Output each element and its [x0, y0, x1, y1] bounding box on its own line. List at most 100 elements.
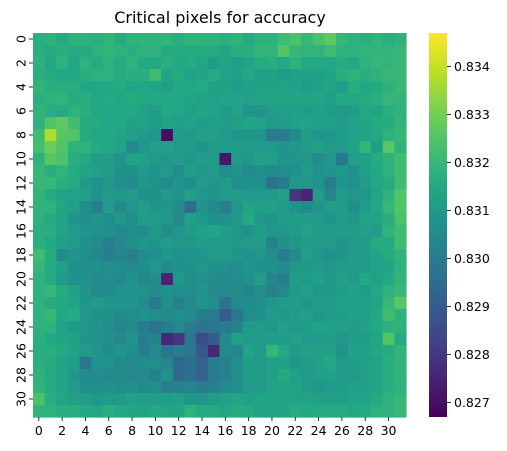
heatmap-cell — [126, 213, 139, 226]
heatmap-cell — [91, 165, 104, 178]
heatmap-cell — [196, 393, 209, 406]
heatmap-cell — [394, 141, 407, 154]
heatmap-cell — [207, 69, 221, 82]
heatmap-cell — [196, 297, 209, 310]
heatmap-cell — [172, 237, 186, 250]
heatmap-cell — [114, 117, 127, 130]
heatmap-cell — [44, 321, 57, 334]
y-tick-label: 12 — [14, 175, 29, 191]
heatmap-cell — [359, 117, 372, 130]
heatmap-cell — [289, 309, 302, 322]
heatmap-cell — [266, 369, 279, 382]
heatmap-cell — [161, 165, 174, 178]
heatmap-cell — [102, 357, 116, 370]
heatmap-cell — [33, 117, 46, 130]
heatmap-cell — [394, 297, 407, 310]
heatmap-cell — [254, 381, 267, 394]
heatmap-cell — [336, 33, 349, 46]
heatmap-cell — [347, 45, 360, 58]
heatmap-cell — [231, 393, 244, 406]
heatmap-cell — [359, 309, 372, 322]
heatmap-cell — [371, 141, 384, 154]
heatmap-cell — [266, 405, 279, 418]
heatmap-cell — [137, 285, 151, 298]
colorbar-tick-label: 0.832 — [454, 155, 490, 170]
heatmap-cell — [324, 201, 337, 214]
heatmap-cell — [184, 393, 197, 406]
heatmap-cell — [324, 57, 337, 70]
heatmap-cell — [184, 297, 197, 310]
heatmap-cell — [56, 201, 69, 214]
heatmap-cell — [102, 309, 116, 322]
heatmap-cell — [33, 345, 46, 358]
heatmap-cell — [102, 201, 116, 214]
heatmap-cell — [184, 369, 197, 382]
heatmap-cell — [301, 105, 314, 118]
heatmap-cell — [67, 57, 81, 70]
heatmap-cell — [91, 129, 104, 142]
heatmap-cell — [312, 93, 326, 106]
heatmap-cell — [219, 81, 232, 94]
heatmap-cell — [79, 381, 92, 394]
heatmap-cell — [301, 81, 314, 94]
heatmap-cell — [149, 33, 162, 46]
heatmap-cell — [336, 189, 349, 202]
x-axis: 0 2 4 6 8 10 12 14 16 18 20 22 24 26 28 30 — [35, 417, 397, 438]
heatmap-cell — [394, 57, 407, 70]
heatmap-cell — [347, 249, 360, 262]
heatmap-cell — [56, 57, 69, 70]
colorbar-tick-label: 0.833 — [454, 107, 490, 122]
heatmap-cell — [277, 153, 291, 166]
heatmap-cell — [394, 69, 407, 82]
heatmap-cell — [266, 153, 279, 166]
heatmap-cell — [44, 129, 57, 142]
heatmap-cell — [254, 273, 267, 286]
heatmap-cell — [289, 189, 302, 202]
heatmap-cell — [394, 189, 407, 202]
heatmap-cell — [91, 249, 104, 262]
heatmap-cell — [184, 93, 197, 106]
heatmap-cell — [359, 81, 372, 94]
heatmap-cell — [114, 333, 127, 346]
heatmap-cell — [289, 285, 302, 298]
heatmap-cell — [207, 201, 221, 214]
heatmap-cell — [277, 405, 291, 418]
heatmap-cell — [149, 177, 162, 190]
heatmap-cell — [137, 81, 151, 94]
heatmap-cell — [347, 285, 360, 298]
heatmap-cell — [324, 129, 337, 142]
heatmap-cell — [324, 93, 337, 106]
heatmap-cell — [219, 237, 232, 250]
heatmap-cell — [289, 357, 302, 370]
heatmap-cell — [184, 57, 197, 70]
heatmap-cell — [231, 309, 244, 322]
heatmap-cell — [44, 177, 57, 190]
heatmap-cell — [231, 93, 244, 106]
heatmap-cell — [394, 105, 407, 118]
heatmap-cell — [44, 381, 57, 394]
heatmap-cell — [67, 321, 81, 334]
heatmap-cell — [114, 393, 127, 406]
heatmap-cell — [44, 309, 57, 322]
heatmap-cell — [56, 393, 69, 406]
heatmap-cell — [67, 69, 81, 82]
heatmap-cell — [347, 309, 360, 322]
heatmap-cell — [382, 129, 395, 142]
heatmap-cell — [219, 213, 232, 226]
heatmap-cell — [336, 309, 349, 322]
heatmap-cell — [67, 225, 81, 238]
heatmap-cell — [67, 237, 81, 250]
heatmap-cell — [266, 45, 279, 58]
heatmap-cell — [277, 201, 291, 214]
heatmap-cell — [231, 129, 244, 142]
heatmap-cell — [219, 57, 232, 70]
heatmap-cell — [44, 33, 57, 46]
heatmap-cell — [277, 189, 291, 202]
heatmap-cell — [33, 201, 46, 214]
heatmap-cell — [219, 153, 232, 166]
heatmap-cell — [254, 249, 267, 262]
heatmap-cell — [207, 333, 221, 346]
heatmap-cell — [277, 393, 291, 406]
heatmap-cell — [33, 129, 46, 142]
heatmap-cell — [91, 93, 104, 106]
